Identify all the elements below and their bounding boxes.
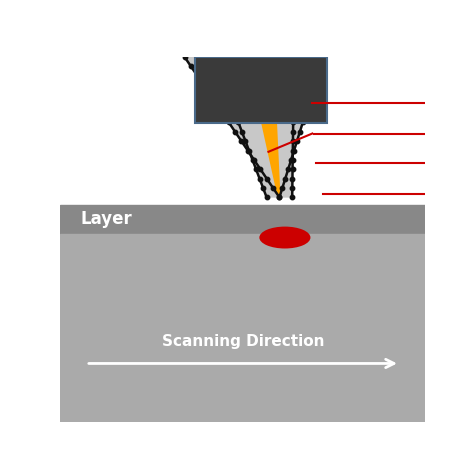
Bar [195,57,327,123]
Ellipse shape [259,227,310,248]
Text: Scanning Direction: Scanning Direction [162,334,324,349]
Text: Layer: Layer [81,210,132,228]
Bar [61,205,425,234]
Polygon shape [214,57,294,197]
Polygon shape [184,57,279,197]
Polygon shape [246,57,281,197]
Bar [61,234,425,422]
Polygon shape [279,57,323,197]
